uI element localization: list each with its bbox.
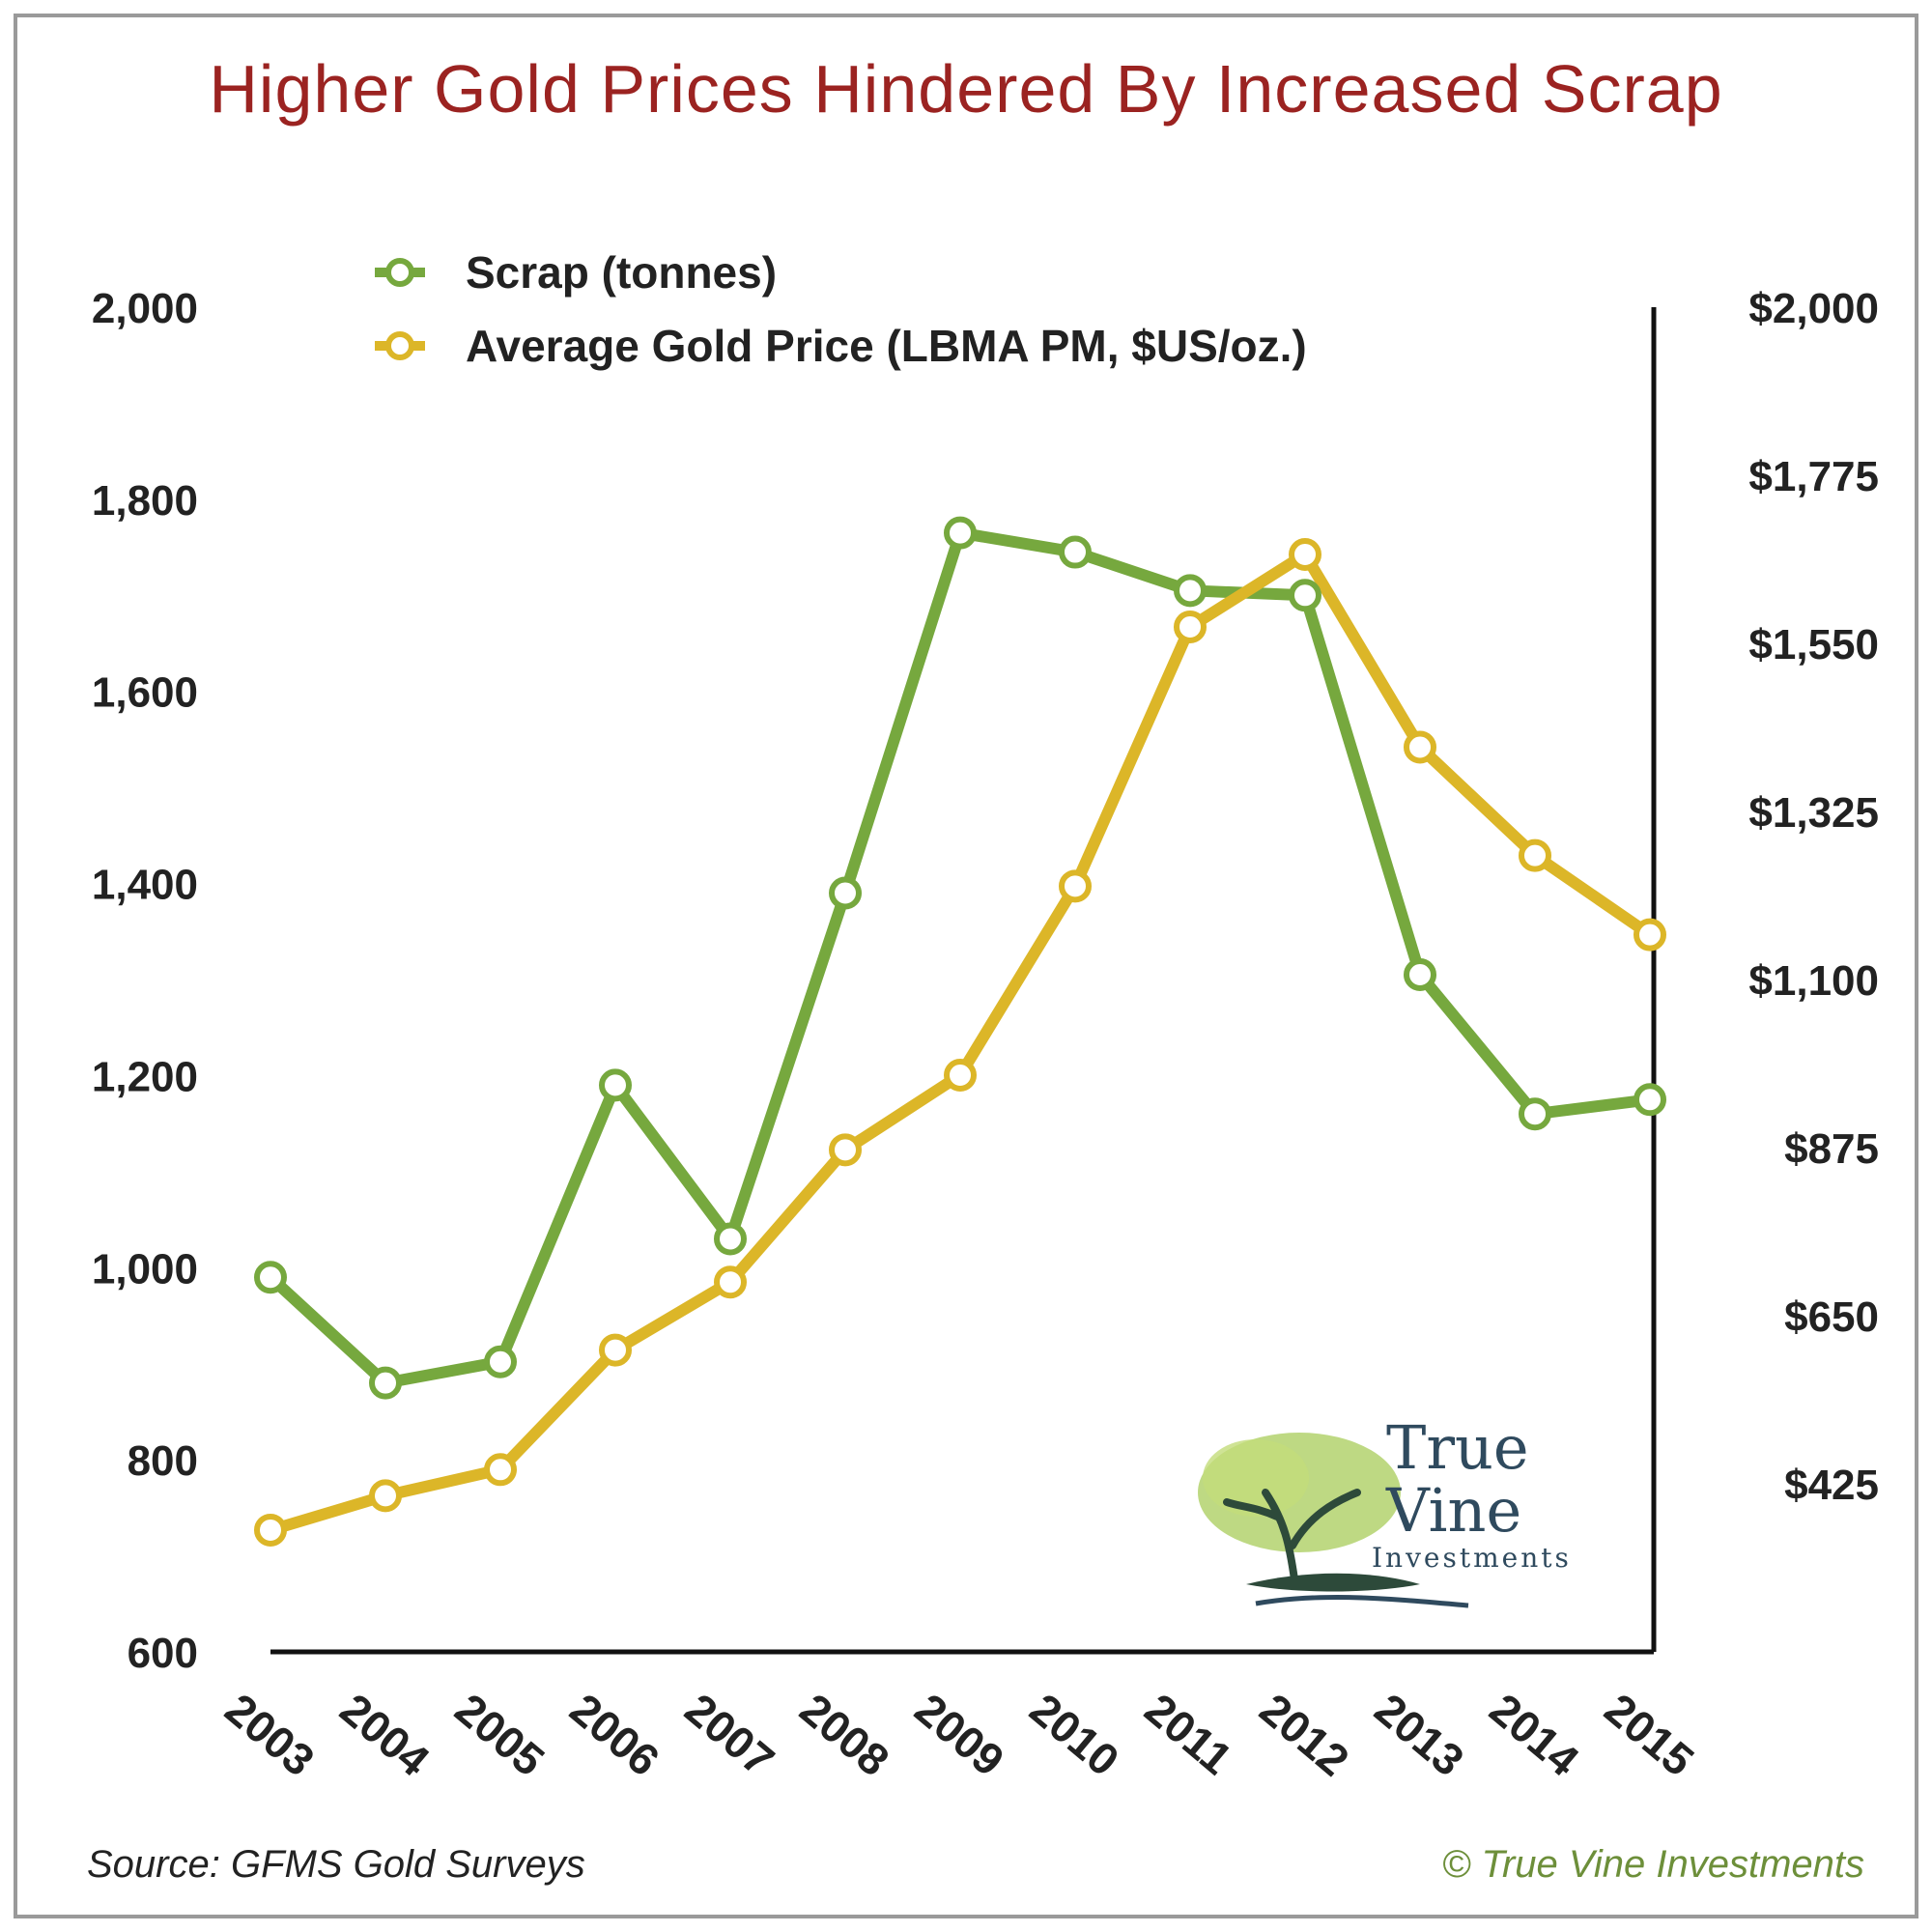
x-tick-label: 2004 bbox=[331, 1684, 440, 1786]
left-tick-label: 800 bbox=[128, 1437, 198, 1485]
price-point bbox=[944, 1058, 977, 1092]
scrap-point bbox=[1289, 579, 1321, 612]
logo-word-investments: Investments bbox=[1372, 1542, 1572, 1574]
left-tick-label: 1,000 bbox=[92, 1245, 198, 1293]
source-note: Source: GFMS Gold Surveys bbox=[87, 1843, 585, 1886]
price-point bbox=[1519, 838, 1551, 872]
x-tick-label: 2013 bbox=[1366, 1684, 1474, 1786]
x-tick-label: 2014 bbox=[1481, 1684, 1589, 1786]
price-point bbox=[599, 1333, 632, 1367]
right-tick-label: $1,325 bbox=[1748, 789, 1879, 837]
price-series-line bbox=[265, 548, 1656, 1536]
scrap-point bbox=[829, 876, 862, 910]
legend-scrap-label: Scrap (tonnes) bbox=[466, 247, 777, 298]
x-tick-label: 2003 bbox=[216, 1684, 325, 1786]
chart-title: Higher Gold Prices Hindered By Increased… bbox=[209, 51, 1723, 127]
legend-price-marker bbox=[385, 331, 414, 360]
legend-scrap-marker bbox=[385, 258, 414, 287]
price-point bbox=[369, 1479, 402, 1513]
left-tick-label: 2,000 bbox=[92, 285, 198, 332]
price-point bbox=[714, 1265, 747, 1299]
scrap-point bbox=[599, 1068, 632, 1102]
logo-tree-trunk bbox=[1223, 1489, 1361, 1583]
x-tick-label: 2012 bbox=[1251, 1684, 1359, 1786]
x-tick-label: 2015 bbox=[1596, 1684, 1704, 1786]
right-tick-label: $875 bbox=[1784, 1125, 1879, 1173]
left-tick-label: 600 bbox=[128, 1630, 198, 1677]
logo-word-true: True bbox=[1386, 1412, 1529, 1483]
logo-tree-roots bbox=[1246, 1573, 1420, 1592]
price-point bbox=[484, 1453, 517, 1487]
scrap-point bbox=[254, 1261, 287, 1294]
x-tick-label: 2010 bbox=[1021, 1684, 1129, 1786]
price-point bbox=[1059, 869, 1092, 903]
logo-word-vine: Vine bbox=[1385, 1475, 1521, 1546]
right-tick-label: $2,000 bbox=[1748, 285, 1879, 332]
scrap-point bbox=[1519, 1097, 1551, 1131]
scrap-point bbox=[1059, 535, 1092, 569]
logo-canopy-highlight bbox=[1203, 1439, 1309, 1517]
x-tick-label: 2005 bbox=[446, 1684, 554, 1786]
price-point bbox=[1404, 730, 1436, 764]
legend-price-label: Average Gold Price (LBMA PM, $US/oz.) bbox=[466, 321, 1307, 371]
logo-water-line bbox=[1255, 1595, 1469, 1608]
scrap-series-line bbox=[265, 526, 1656, 1389]
left-tick-label: 1,800 bbox=[92, 477, 198, 525]
price-point bbox=[1174, 610, 1207, 643]
left-tick-label: 1,600 bbox=[92, 669, 198, 717]
scrap-point bbox=[944, 516, 977, 550]
copyright-note: © True Vine Investments bbox=[1441, 1843, 1864, 1886]
right-tick-label: $650 bbox=[1784, 1293, 1879, 1341]
price-point bbox=[1289, 537, 1321, 571]
x-tick-label: 2006 bbox=[561, 1684, 669, 1786]
scrap-point bbox=[369, 1366, 402, 1400]
scrap-point bbox=[714, 1222, 747, 1256]
x-tick-label: 2011 bbox=[1136, 1684, 1242, 1784]
x-tick-label: 2008 bbox=[791, 1684, 899, 1786]
chart-frame bbox=[14, 14, 1918, 1918]
right-tick-label: $1,100 bbox=[1748, 957, 1879, 1005]
scrap-point bbox=[484, 1345, 517, 1378]
x-tick-label: 2009 bbox=[906, 1684, 1014, 1786]
scrap-point bbox=[1634, 1083, 1666, 1117]
price-point bbox=[829, 1133, 862, 1167]
price-point bbox=[254, 1513, 287, 1547]
scrap-point bbox=[1404, 958, 1436, 992]
price-point bbox=[1634, 918, 1666, 952]
right-tick-label: $425 bbox=[1784, 1462, 1879, 1509]
right-tick-label: $1,775 bbox=[1748, 453, 1879, 500]
left-tick-label: 1,200 bbox=[92, 1053, 198, 1100]
left-tick-label: 1,400 bbox=[92, 862, 198, 909]
scrap-point bbox=[1174, 574, 1207, 608]
right-tick-label: $1,550 bbox=[1748, 621, 1879, 668]
x-tick-label: 2007 bbox=[676, 1684, 784, 1786]
